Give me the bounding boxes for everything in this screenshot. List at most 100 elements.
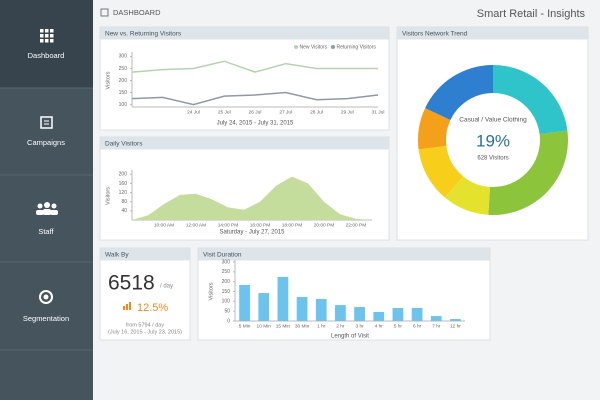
y-tick-label: 160: [119, 181, 128, 187]
legend-label: New Visitors: [300, 44, 328, 50]
x-tick-label: 7 hr: [432, 323, 441, 329]
pie-slice: [418, 145, 464, 198]
y-tick-label: 150: [119, 90, 128, 96]
legend-swatch: [331, 45, 335, 49]
y-axis-label: Visitors: [105, 187, 111, 205]
dashboard-icon: [40, 29, 54, 43]
y-tick-label: 80: [121, 199, 127, 205]
x-tick-label: 5 hr: [394, 323, 403, 329]
y-tick-label: 250: [119, 66, 128, 72]
x-tick-label: 14:00 PM: [218, 222, 239, 228]
x-axis-label: Length of Visit: [331, 334, 369, 340]
campaigns-icon: [40, 116, 53, 129]
app-title: Smart Retail - Insights: [477, 8, 586, 20]
bar: [296, 297, 308, 321]
walk-by-change: 12.5%: [137, 302, 168, 314]
x-tick-label: 18:00 PM: [282, 222, 303, 228]
x-tick-label: 22:00 PM: [346, 222, 367, 228]
bar: [450, 319, 461, 321]
center-subtitle: 628 Visitors: [477, 156, 508, 162]
nav-item[interactable]: Segmentation: [23, 314, 69, 323]
panel-title: Daily Visitors: [105, 141, 143, 148]
x-tick-label: 2 hr: [336, 323, 345, 329]
y-tick-label: 0: [227, 318, 230, 324]
panel-title: Walk By: [105, 252, 129, 259]
x-axis-label: July 24, 2015 - July 31, 2015: [217, 121, 294, 127]
y-axis-label: Visitors: [208, 282, 214, 300]
line: [131, 91, 379, 106]
y-tick-label: 200: [119, 172, 128, 178]
x-tick-label: 27 Jul: [279, 109, 292, 115]
pie-slice: [445, 176, 491, 215]
walk-by-value: 6518: [108, 272, 155, 295]
y-tick-label: 200: [222, 279, 231, 285]
nav-item[interactable]: Campaigns: [27, 138, 65, 147]
panel-header: [397, 27, 588, 40]
nav-item[interactable]: Staff: [38, 227, 54, 236]
x-tick-label: 20:00 PM: [314, 222, 335, 228]
bar: [430, 316, 442, 321]
walk-by-period: (July 16, 2015 - July 23, 2015): [108, 329, 182, 335]
panel-title: Visit Duration: [203, 252, 242, 259]
bar: [315, 298, 327, 321]
y-tick-label: 120: [119, 190, 128, 196]
bar: [354, 307, 365, 321]
pie-slice: [488, 130, 569, 215]
panel: [99, 136, 390, 241]
panel: [99, 247, 191, 341]
line: [131, 60, 378, 73]
x-axis-label: Saturday - July 27, 2015: [219, 230, 285, 236]
section-icon: [100, 8, 109, 17]
x-tick-label: 5 Min: [239, 323, 251, 329]
x-tick-label: 24 Jul: [187, 109, 200, 115]
x-tick-label: 10 Min: [257, 323, 272, 329]
bar: [411, 308, 423, 321]
bar: [239, 285, 250, 321]
section-title: DASHBOARD: [113, 8, 161, 17]
panel-header: [100, 248, 190, 261]
y-tick-label: 40: [121, 208, 127, 214]
x-tick-label: 25 Jul: [218, 109, 231, 115]
y-tick-label: 300: [222, 259, 231, 265]
x-tick-label: 3 hr: [355, 323, 364, 329]
pie-slice: [418, 108, 451, 150]
panel: [99, 26, 390, 131]
sidebar-separators: [0, 87, 93, 351]
legend-label: Returning Visitors: [337, 44, 377, 50]
nav-item[interactable]: Dashboard: [28, 51, 65, 60]
segmentation-icon: [39, 290, 53, 304]
panel-header: [100, 27, 389, 40]
x-tick-label: 12 hr: [450, 323, 461, 329]
x-tick-label: 30 Min: [295, 323, 310, 329]
panel-header: [100, 137, 389, 150]
bar: [392, 308, 404, 321]
x-tick-label: 28 Jul: [310, 109, 323, 115]
bar: [335, 305, 346, 321]
x-tick-label: 10:00 AM: [154, 222, 174, 228]
y-tick-label: 50: [224, 308, 230, 314]
panel-title: New vs. Returning Visitors: [105, 31, 182, 38]
center-label: Casual / Value Clothing: [459, 117, 527, 124]
y-tick-label: 100: [119, 102, 128, 108]
y-tick-label: 100: [222, 299, 231, 305]
walk-by-unit: / day: [160, 284, 173, 290]
legend-swatch: [294, 45, 298, 49]
bar: [277, 276, 289, 321]
x-tick-label: 29 Jul: [341, 109, 354, 115]
x-tick-label: 26 Jul: [249, 109, 262, 115]
y-tick-label: 250: [222, 269, 231, 275]
x-tick-label: 1 hr: [317, 323, 326, 329]
center-value: 19%: [476, 131, 510, 150]
sidebar-active: [0, 0, 93, 88]
y-axis-label: Visitors: [105, 71, 111, 89]
y-tick-label: 200: [119, 78, 128, 84]
staff-icon: [36, 202, 58, 215]
x-tick-label: 6 hr: [413, 323, 422, 329]
y-tick-label: 300: [119, 54, 128, 60]
panel-title: Visitors Network Trend: [402, 31, 468, 38]
panel-header: [198, 248, 490, 261]
pie-slice: [493, 65, 568, 135]
bar: [258, 293, 270, 321]
bar: [373, 311, 385, 321]
